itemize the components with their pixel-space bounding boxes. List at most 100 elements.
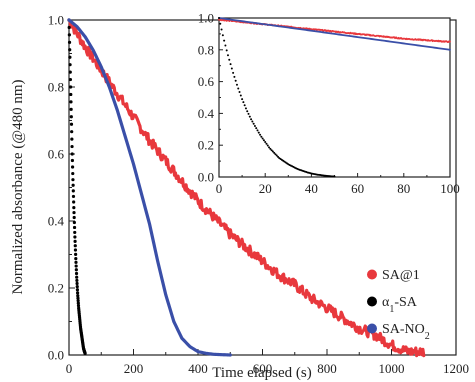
main-point--1-sa [70,144,74,149]
inset-point--1-sa [232,71,235,74]
inset-point--1-sa [260,135,263,138]
inset-point--1-sa [247,112,250,115]
main-point--1-sa [73,239,77,243]
main-point--1-sa [67,33,71,37]
inset-point--1-sa [262,139,265,142]
main-point--1-sa [70,137,74,141]
inset-point--1-sa [248,115,251,118]
main-point--1-sa [74,252,78,256]
inset-point--1-sa [243,104,246,107]
main-point--1-sa [73,235,77,239]
main-point--1-sa [74,260,78,264]
inset-point--1-sa [235,83,238,86]
inset-point--1-sa [250,118,253,121]
main-y-tick-label: 1.0 [48,13,64,28]
inset-point--1-sa [256,129,259,132]
legend-label: SA@1 [382,268,420,283]
main-line-sa-no2 [67,18,232,357]
main-point--1-sa [68,48,72,52]
inset-y-tick-label: 0.4 [198,106,215,121]
main-point--1-sa [67,25,71,30]
inset-point--1-sa [271,150,274,153]
main-point--1-sa [72,225,77,230]
inset-point--1-sa [221,34,224,37]
inset-x-tick-label: 100 [440,181,460,196]
inset-line-sa-no2 [218,17,451,51]
main-x-tick-label: 800 [317,361,337,376]
inset-x-tick-label: 80 [397,181,410,196]
main-point--1-sa [70,130,74,134]
inset-point--1-sa [228,58,231,61]
inset-x-tick-label: 0 [216,181,223,196]
main-point--1-sa [83,351,87,355]
main-point--1-sa [71,178,75,182]
main-point--1-sa [72,200,76,204]
main-point--1-sa [73,244,77,248]
main-point--1-sa [73,230,77,235]
main-point--1-sa [70,165,75,169]
legend-marker [367,296,377,307]
main-point--1-sa [74,268,78,272]
inset-point--1-sa [257,131,260,134]
inset-point--1-sa [238,91,241,94]
inset-point--1-sa [274,153,277,156]
legend: SA@1 α1-SA SA-NO2 [367,268,430,342]
main-point--1-sa [69,115,73,119]
inset-point--1-sa [229,63,232,66]
main-point--1-sa [69,100,73,104]
main-x-tick-label: 1000 [379,361,405,376]
main-series--1-sa [67,18,87,355]
main-x-tick-label: 0 [66,361,73,376]
inset-series-sa-no2 [218,17,451,51]
inset-point--1-sa [270,149,273,152]
inset-point--1-sa [253,124,256,127]
main-point--1-sa [72,210,76,215]
inset-point--1-sa [239,94,242,97]
main-line-sa-1 [67,18,426,358]
inset-x-tick-label: 60 [351,181,364,196]
inset-point--1-sa [255,127,258,130]
inset-point--1-sa [241,98,244,101]
main-y-tick-label: 0.6 [48,147,65,162]
inset-point--1-sa [219,22,222,25]
inset-point--1-sa [244,107,247,110]
legend-marker [367,323,377,334]
inset-point--1-sa [234,79,237,82]
inset-point--1-sa [251,120,254,123]
main-x-tick-label: 1200 [443,361,469,376]
main-point--1-sa [69,85,73,89]
inset-point--1-sa [223,39,226,42]
main-point--1-sa [71,194,76,199]
main-point--1-sa [75,275,79,279]
inset-x-tick-label: 20 [259,181,272,196]
inset-point--1-sa [333,175,336,178]
inset-y-tick-label: 1.0 [198,11,214,26]
main-point--1-sa [75,278,79,283]
main-point--1-sa [68,63,72,67]
inset-point--1-sa [218,17,220,19]
main-point--1-sa [72,215,76,220]
main-point--1-sa [70,158,75,163]
main-point--1-sa [69,107,73,111]
main-point--1-sa [76,304,81,308]
main-point--1-sa [71,189,75,193]
inset-point--1-sa [277,155,280,158]
inset-point--1-sa [237,87,240,90]
inset-y-tick-label: 0.2 [198,138,214,153]
main-point--1-sa [76,301,80,305]
main-y-tick-label: 0.2 [48,281,64,296]
inset-frame [218,17,451,178]
inset-point--1-sa [230,67,233,70]
inset-point--1-sa [273,151,276,154]
inset-y-tick-label: 0.6 [198,74,215,89]
main-x-tick-label: 400 [188,361,208,376]
x-axis-title: Time elapsed (s) [212,365,311,381]
main-point--1-sa [74,256,78,261]
main-point--1-sa [76,299,80,303]
main-point--1-sa [71,171,75,176]
inset-point--1-sa [275,154,278,157]
main-point--1-sa [75,281,79,286]
main-x-tick-label: 200 [124,361,144,376]
